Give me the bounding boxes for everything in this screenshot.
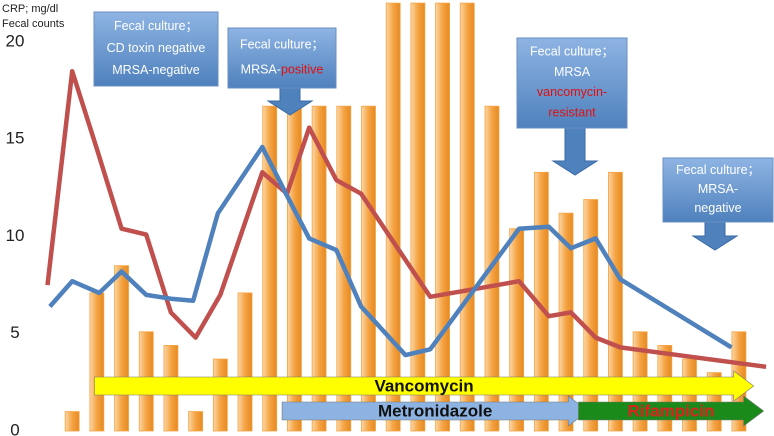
y-tick-label: 20 bbox=[6, 31, 25, 50]
callout-text: Fecal culture； bbox=[676, 163, 760, 177]
axis-label: CRP; mg/dl bbox=[2, 3, 58, 15]
bar bbox=[262, 105, 278, 432]
callout-box bbox=[662, 157, 774, 223]
therapy-label: Metronidazole bbox=[378, 401, 492, 420]
callout-text: negative bbox=[694, 201, 741, 215]
bar bbox=[237, 292, 253, 432]
callout-segment: positive bbox=[281, 63, 323, 77]
callout-segment: CD toxin negative bbox=[107, 41, 206, 55]
axis-label: Fecal counts bbox=[2, 18, 65, 30]
bar bbox=[311, 105, 327, 432]
callout-segment: MRSA-negative bbox=[112, 63, 200, 77]
therapy-label: Vancomycin bbox=[374, 376, 473, 395]
line bbox=[48, 144, 733, 358]
bar bbox=[188, 411, 204, 432]
callout-segment: negative bbox=[694, 201, 741, 215]
callout-text: CD toxin negative bbox=[107, 41, 206, 55]
callout-segment: MRSA- bbox=[241, 63, 281, 77]
callout-segment: Fecal culture； bbox=[114, 20, 198, 34]
callout-text: vancomycin- bbox=[537, 86, 607, 100]
bar bbox=[558, 212, 574, 432]
callout-text: MRSA-negative bbox=[112, 63, 200, 77]
bar bbox=[583, 199, 599, 432]
callout-box bbox=[227, 27, 337, 89]
callout-box bbox=[516, 37, 628, 129]
callout-text: resistant bbox=[548, 106, 596, 120]
callout-text: Fecal culture； bbox=[114, 20, 198, 34]
callout-arrow bbox=[691, 221, 739, 251]
therapy-label: Rifampicin bbox=[628, 401, 715, 420]
bar bbox=[410, 2, 426, 432]
line bbox=[45, 68, 767, 370]
callout-segment: MRSA bbox=[554, 65, 591, 79]
bar bbox=[64, 411, 80, 432]
y-tick-label: 0 bbox=[10, 420, 19, 436]
callout-text: Fecal culture； bbox=[530, 45, 614, 59]
bar bbox=[89, 292, 105, 432]
y-tick-label: 15 bbox=[6, 129, 25, 148]
bar bbox=[361, 105, 376, 432]
callout-segment: vancomycin- bbox=[537, 86, 607, 100]
callout-segment: MRSA- bbox=[698, 182, 738, 196]
bar bbox=[608, 171, 623, 432]
callout-text: Fecal culture； bbox=[240, 38, 324, 52]
callout-box bbox=[93, 11, 219, 87]
therapy-arrow bbox=[578, 395, 765, 427]
bar bbox=[509, 228, 525, 432]
bar bbox=[385, 2, 401, 432]
bar bbox=[114, 265, 129, 432]
y-tick-label: 5 bbox=[10, 323, 19, 342]
callout-text: MRSA bbox=[554, 65, 591, 79]
callout-segment: Fecal culture； bbox=[530, 45, 614, 59]
callout-text: MRSA- bbox=[698, 182, 738, 196]
callout-arrow bbox=[266, 87, 314, 116]
callout-text: MRSA-positive bbox=[241, 63, 324, 77]
bar bbox=[459, 2, 475, 432]
y-tick-label: 10 bbox=[6, 226, 25, 245]
bar bbox=[435, 2, 450, 432]
therapy-arrow bbox=[94, 370, 755, 402]
callout-arrow bbox=[551, 127, 599, 176]
callout-segment: Fecal culture； bbox=[240, 38, 324, 52]
callout-segment: Fecal culture； bbox=[676, 163, 760, 177]
callout-segment: resistant bbox=[548, 106, 596, 120]
